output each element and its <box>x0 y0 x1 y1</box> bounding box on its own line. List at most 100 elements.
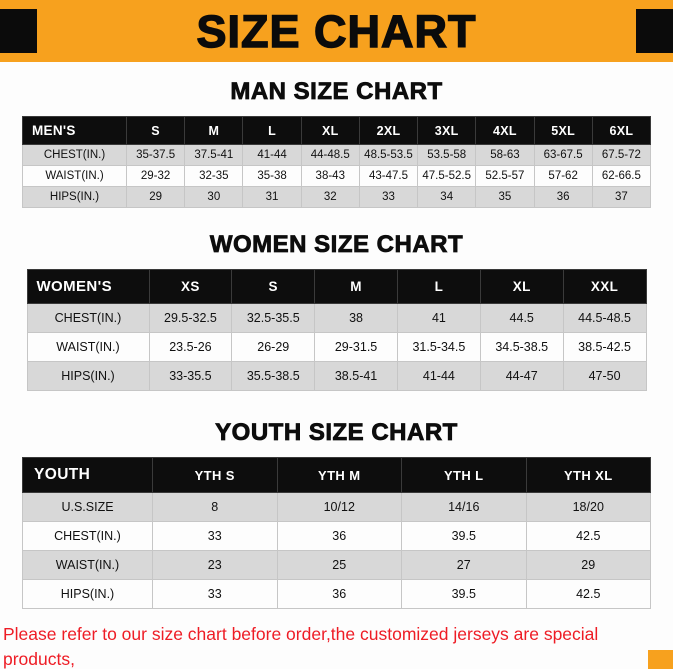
footer-note: Please refer to our size chart before or… <box>3 622 673 669</box>
cell: 36 <box>533 186 593 208</box>
header-cell: 5XL <box>533 116 593 145</box>
header-cell: M <box>314 269 398 304</box>
table-row: HIPS(IN.) 29 30 31 32 33 34 35 36 37 <box>22 186 652 208</box>
banner: SIZE CHART <box>0 0 673 62</box>
cell: 10/12 <box>276 492 402 522</box>
youth-size-chart-section: YOUTH SIZE CHART YOUTH YTH S YTH M YTH L… <box>0 419 673 609</box>
header-cell: M <box>184 116 244 145</box>
cell: 30 <box>184 186 244 208</box>
header-cell-womens: WOMEN'S <box>26 269 150 304</box>
cell: 42.5 <box>525 521 651 551</box>
cell: 44-48.5 <box>300 144 360 166</box>
cell: 44.5-48.5 <box>562 303 647 333</box>
cell: 29-31.5 <box>314 332 398 362</box>
cell: 35-38 <box>242 165 302 187</box>
cell: 36 <box>276 579 402 609</box>
cell: 39.5 <box>401 579 527 609</box>
cell: 41 <box>396 303 481 333</box>
cell: 33 <box>152 579 278 609</box>
cell: 43-47.5 <box>358 165 419 187</box>
header-cell: 2XL <box>358 116 419 145</box>
cell: 38.5-42.5 <box>562 332 647 362</box>
cell: 29 <box>125 186 186 208</box>
table-row: HIPS(IN.) 33-35.5 35.5-38.5 38.5-41 41-4… <box>26 361 647 391</box>
cell: 48.5-53.5 <box>358 144 419 166</box>
header-cell: XXL <box>562 269 647 304</box>
row-label: U.S.SIZE <box>22 492 153 522</box>
cell: 44-47 <box>479 361 564 391</box>
header-cell: YTH M <box>276 457 402 493</box>
cell: 52.5-57 <box>475 165 535 187</box>
man-section-title: MAN SIZE CHART <box>230 78 443 106</box>
bottom-right-orange-block <box>648 650 673 669</box>
table-row: WAIST(IN.) 29-32 32-35 35-38 38-43 43-47… <box>22 165 652 187</box>
cell: 57-62 <box>533 165 593 187</box>
banner-left-black-block <box>0 9 37 53</box>
header-cell-youth: YOUTH <box>22 457 153 493</box>
cell: 67.5-72 <box>591 144 652 166</box>
table-row: WAIST(IN.) 23 25 27 29 <box>22 550 651 580</box>
row-label: WAIST(IN.) <box>22 165 127 187</box>
cell: 37 <box>591 186 652 208</box>
cell: 47.5-52.5 <box>417 165 477 187</box>
table-row: HIPS(IN.) 33 36 39.5 42.5 <box>22 579 651 609</box>
cell: 35.5-38.5 <box>231 361 316 391</box>
cell: 39.5 <box>401 521 527 551</box>
cell: 53.5-58 <box>417 144 477 166</box>
cell: 32.5-35.5 <box>231 303 316 333</box>
header-cell: 3XL <box>417 116 477 145</box>
cell: 42.5 <box>525 579 651 609</box>
row-label: HIPS(IN.) <box>26 361 150 391</box>
cell: 32-35 <box>184 165 244 187</box>
cell: 34 <box>417 186 477 208</box>
row-label: HIPS(IN.) <box>22 579 153 609</box>
cell: 38 <box>314 303 398 333</box>
man-table-header-row: MEN'S S M L XL 2XL 3XL 4XL 5XL 6XL <box>22 116 652 145</box>
cell: 35 <box>475 186 535 208</box>
header-cell: S <box>231 269 316 304</box>
row-label: WAIST(IN.) <box>26 332 150 362</box>
header-cell: 6XL <box>591 116 652 145</box>
cell: 29.5-32.5 <box>148 303 233 333</box>
header-cell: YTH XL <box>525 457 651 493</box>
cell: 33-35.5 <box>148 361 233 391</box>
header-cell: YTH S <box>152 457 278 493</box>
man-size-chart-section: MAN SIZE CHART MEN'S S M L XL 2XL 3XL 4X… <box>0 78 673 208</box>
youth-section-title: YOUTH SIZE CHART <box>215 419 458 447</box>
cell: 27 <box>401 550 527 580</box>
footer-line-1: Please refer to our size chart before or… <box>3 624 599 669</box>
cell: 34.5-38.5 <box>479 332 564 362</box>
table-row: CHEST(IN.) 33 36 39.5 42.5 <box>22 521 651 551</box>
cell: 58-63 <box>475 144 535 166</box>
row-label: CHEST(IN.) <box>26 303 150 333</box>
cell: 31.5-34.5 <box>396 332 481 362</box>
cell: 23.5-26 <box>148 332 233 362</box>
row-label: CHEST(IN.) <box>22 144 127 166</box>
women-size-table: WOMEN'S XS S M L XL XXL CHEST(IN.) 29.5-… <box>26 269 647 391</box>
header-cell: S <box>125 116 186 145</box>
header-cell-mens: MEN'S <box>22 116 127 145</box>
row-label: CHEST(IN.) <box>22 521 153 551</box>
cell: 23 <box>152 550 278 580</box>
cell: 8 <box>152 492 278 522</box>
women-table-header-row: WOMEN'S XS S M L XL XXL <box>26 269 647 304</box>
banner-right-black-block <box>636 9 673 53</box>
header-cell: XS <box>148 269 233 304</box>
cell: 32 <box>300 186 360 208</box>
cell: 29 <box>525 550 651 580</box>
cell: 33 <box>358 186 419 208</box>
header-cell: L <box>242 116 302 145</box>
header-cell: XL <box>479 269 564 304</box>
cell: 35-37.5 <box>125 144 186 166</box>
cell: 62-66.5 <box>591 165 652 187</box>
page-title: SIZE CHART <box>196 5 477 57</box>
row-label: WAIST(IN.) <box>22 550 153 580</box>
header-cell: XL <box>300 116 360 145</box>
table-row: U.S.SIZE 8 10/12 14/16 18/20 <box>22 492 651 522</box>
cell: 14/16 <box>401 492 527 522</box>
cell: 63-67.5 <box>533 144 593 166</box>
cell: 44.5 <box>479 303 564 333</box>
cell: 38.5-41 <box>314 361 398 391</box>
man-size-table: MEN'S S M L XL 2XL 3XL 4XL 5XL 6XL CHEST… <box>22 116 652 208</box>
